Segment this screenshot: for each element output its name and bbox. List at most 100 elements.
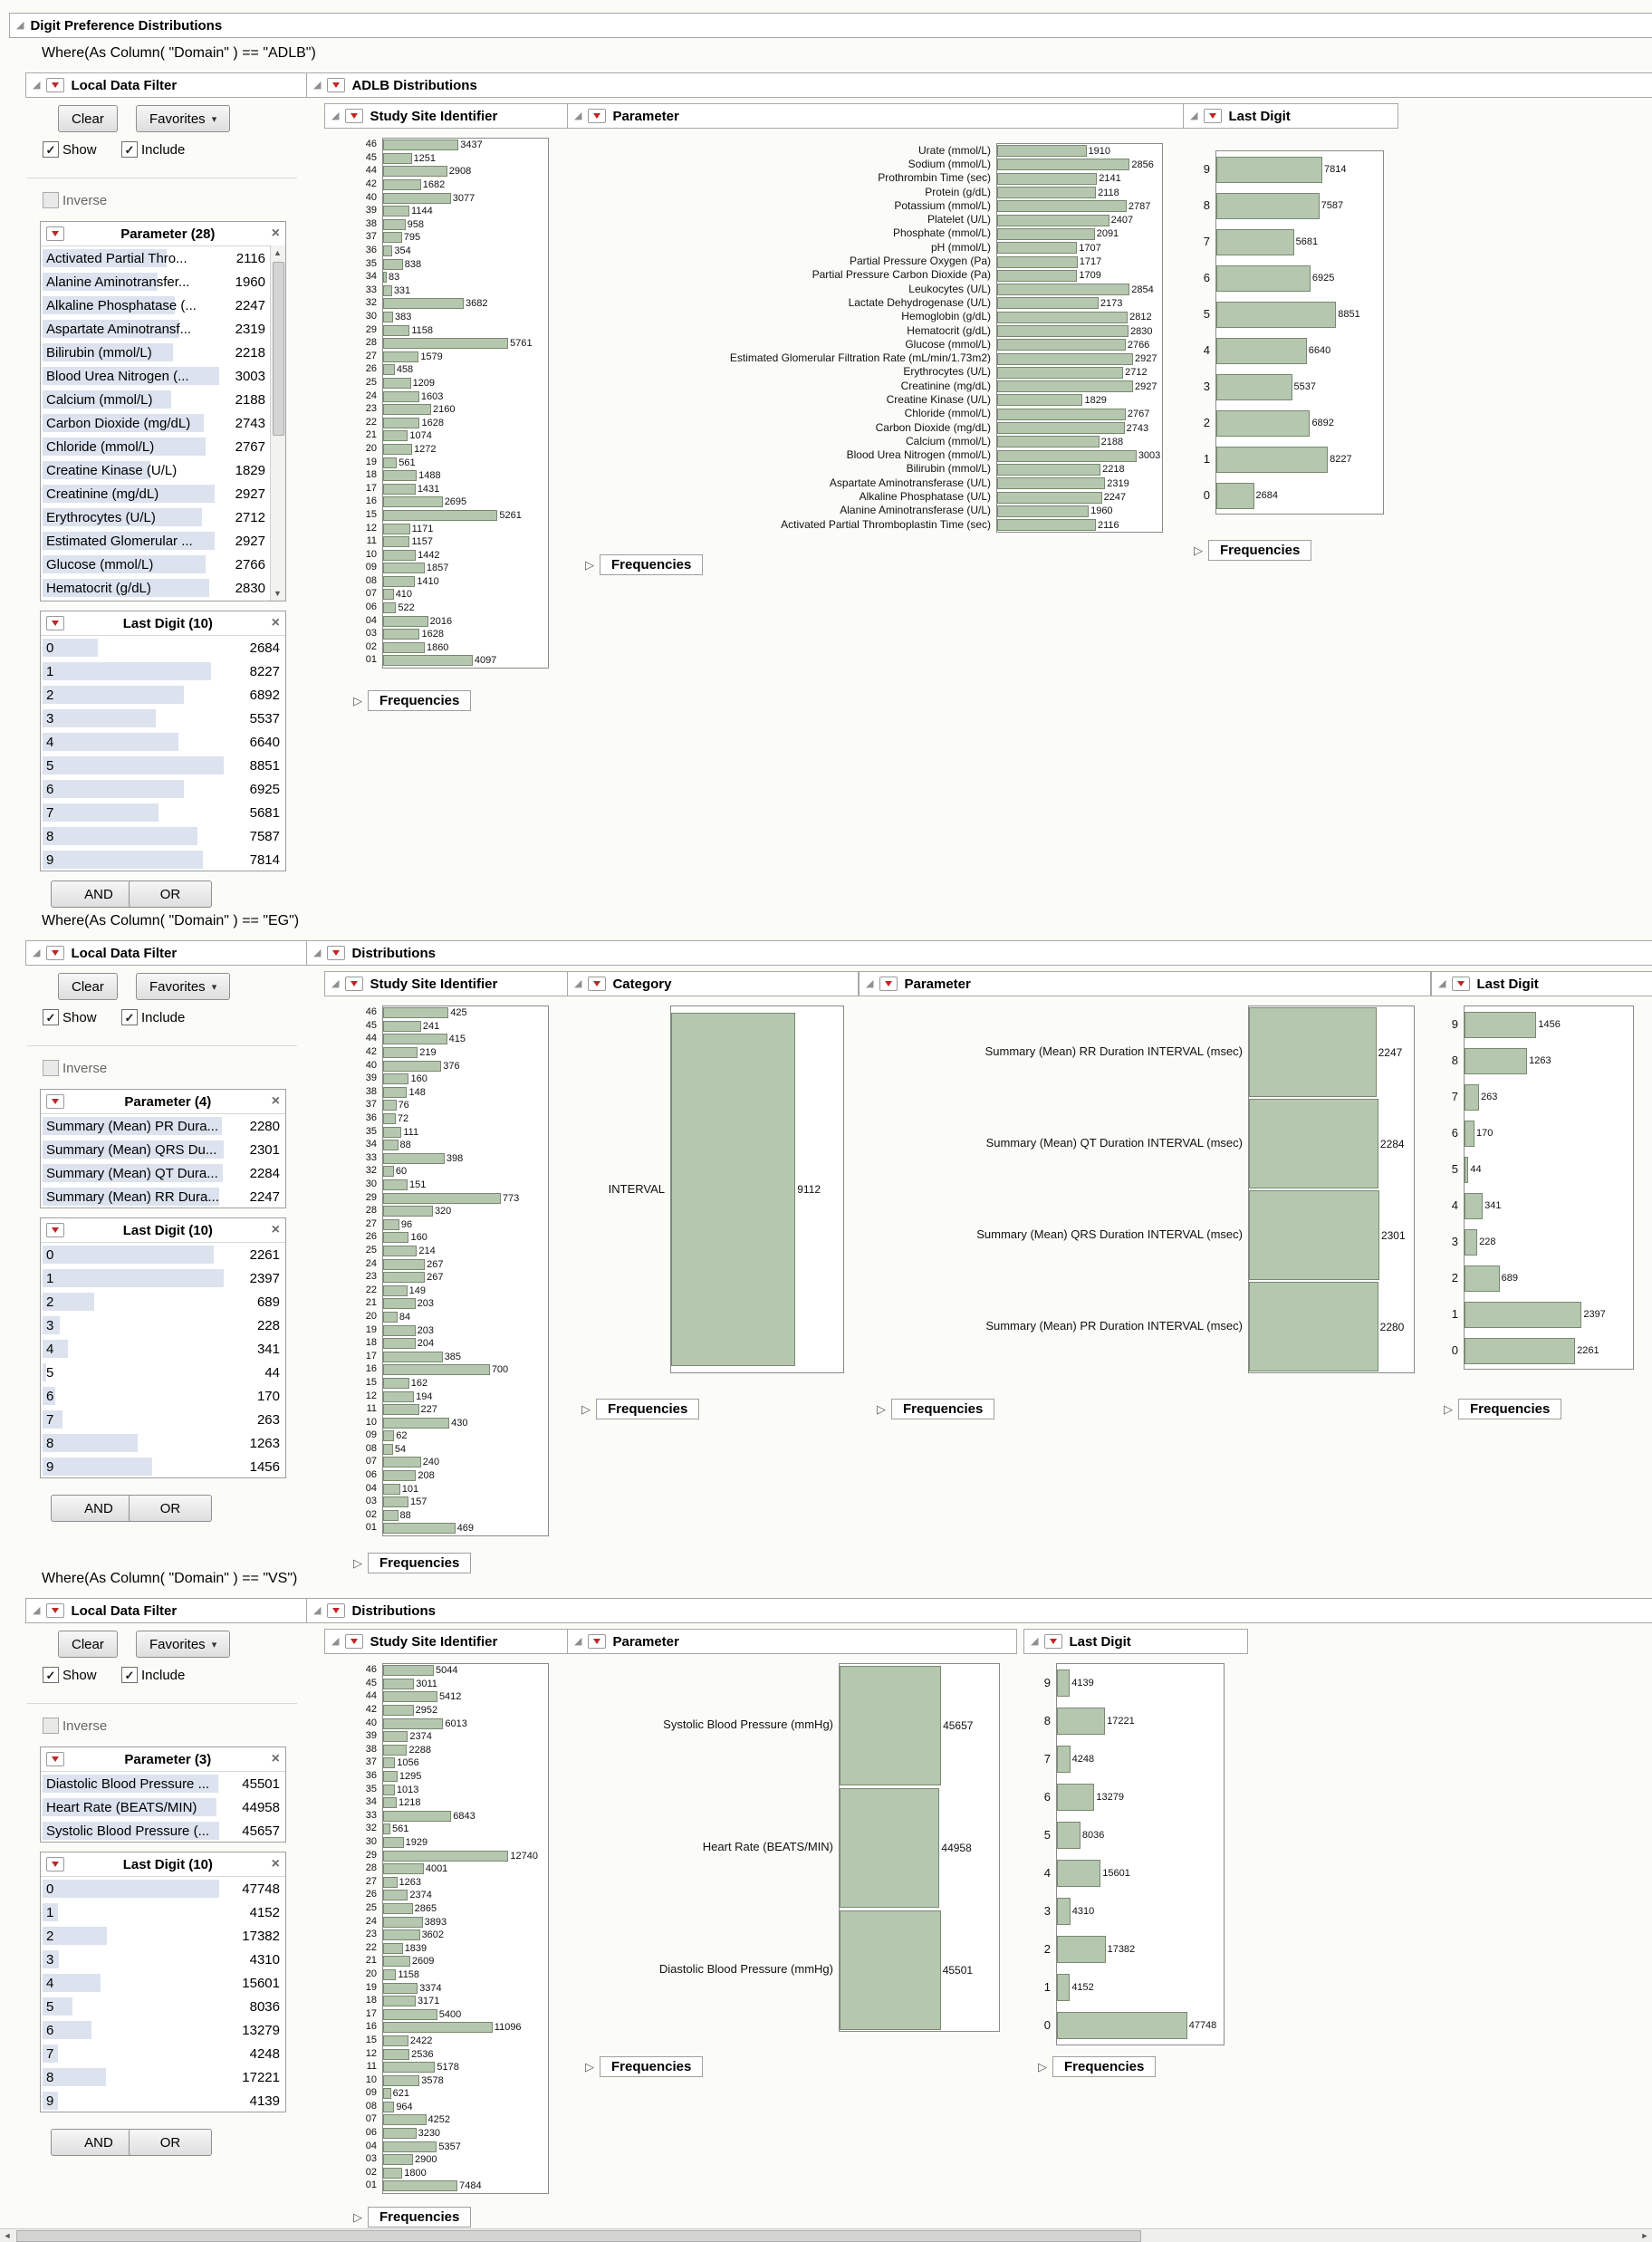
histogram-bar[interactable] — [383, 1338, 416, 1350]
filter-level-row[interactable]: 9 4139 — [41, 2089, 285, 2112]
histogram-bar[interactable] — [383, 1470, 417, 1482]
inverse-checkbox[interactable] — [43, 1060, 59, 1076]
disclosure-open-icon[interactable]: ◢ — [33, 79, 41, 91]
histogram-bar[interactable] — [997, 325, 1129, 337]
filter-level-row[interactable]: 8 7587 — [41, 824, 285, 848]
disclosure-closed-icon[interactable]: ▷ — [581, 1402, 591, 1416]
disclosure-open-icon[interactable]: ◢ — [331, 1635, 340, 1647]
horizontal-scrollbar[interactable]: ◄ ► — [0, 2228, 1652, 2242]
histogram-bar[interactable] — [997, 380, 1133, 393]
disclosure-open-icon[interactable]: ◢ — [574, 110, 582, 121]
histogram-bar[interactable] — [383, 1086, 408, 1098]
histogram-bar[interactable] — [383, 1863, 424, 1875]
histogram-bar[interactable] — [1465, 1192, 1484, 1219]
histogram-bar[interactable] — [383, 655, 473, 667]
histogram-bar[interactable] — [383, 1916, 423, 1928]
scroll-left-icon[interactable]: ◄ — [3, 2231, 12, 2240]
histogram-bar[interactable] — [1249, 1099, 1378, 1188]
red-triangle-menu-icon[interactable] — [46, 1094, 64, 1109]
histogram-bar[interactable] — [1216, 409, 1311, 437]
red-triangle-menu-icon[interactable] — [345, 1634, 364, 1649]
frequencies-outline[interactable]: ▷ Frequencies — [581, 1399, 700, 1419]
histogram-bar[interactable] — [1216, 228, 1294, 255]
histogram-bar[interactable] — [383, 1351, 443, 1362]
filter-level-row[interactable]: 5 44 — [41, 1361, 285, 1384]
red-triangle-menu-icon[interactable] — [1204, 109, 1223, 123]
histogram-bar[interactable] — [383, 338, 509, 350]
filter-level-row[interactable]: Summary (Mean) RR Dura... 2247 — [41, 1185, 285, 1208]
histogram-bar[interactable] — [997, 449, 1137, 462]
scrollbar-thumb[interactable] — [273, 262, 284, 436]
histogram-bar[interactable] — [383, 589, 394, 601]
filter-level-row[interactable]: 0 2261 — [41, 1243, 285, 1266]
histogram-bar[interactable] — [383, 1404, 419, 1416]
histogram-bar[interactable] — [383, 1784, 395, 1795]
red-triangle-menu-icon[interactable] — [1044, 1634, 1063, 1649]
histogram-bar[interactable] — [997, 187, 1097, 199]
frequencies-outline[interactable]: ▷ Frequencies — [353, 690, 472, 711]
histogram-bar[interactable] — [383, 1245, 418, 1256]
frequencies-outline[interactable]: ▷ Frequencies — [877, 1399, 995, 1419]
histogram-bar[interactable] — [997, 284, 1130, 296]
include-checkbox[interactable]: ✓ — [121, 1009, 138, 1025]
histogram-bar[interactable] — [383, 1902, 413, 1914]
filter-level-row[interactable]: Blood Urea Nitrogen (... 3003 — [41, 364, 271, 388]
histogram-bar[interactable] — [383, 351, 419, 362]
histogram-bar[interactable] — [383, 245, 393, 257]
histogram-bar[interactable] — [383, 1968, 397, 1980]
histogram-bar[interactable] — [1216, 156, 1323, 183]
histogram-bar[interactable] — [383, 1140, 399, 1151]
histogram-bar[interactable] — [383, 312, 394, 323]
disclosure-closed-icon[interactable]: ▷ — [353, 2210, 362, 2224]
histogram-bar[interactable] — [383, 430, 408, 442]
disclosure-closed-icon[interactable]: ▷ — [585, 2060, 594, 2074]
disclosure-open-icon[interactable]: ◢ — [16, 19, 24, 31]
histogram-bar[interactable] — [383, 140, 459, 151]
filter-level-row[interactable]: 1 8227 — [41, 659, 285, 683]
histogram-bar[interactable] — [383, 1020, 421, 1032]
filter-level-row[interactable]: 6 13279 — [41, 2018, 285, 2042]
histogram-bar[interactable] — [383, 1457, 421, 1468]
histogram-bar[interactable] — [1057, 1746, 1071, 1773]
close-icon[interactable]: × — [271, 615, 280, 630]
filter-level-row[interactable]: 6 170 — [41, 1384, 285, 1408]
histogram-bar[interactable] — [383, 272, 387, 284]
red-triangle-menu-icon[interactable] — [327, 1603, 346, 1618]
scroll-right-icon[interactable]: ► — [1640, 2231, 1649, 2240]
histogram-bar[interactable] — [383, 1705, 414, 1717]
histogram-bar[interactable] — [383, 298, 465, 310]
or-button[interactable]: OR — [129, 880, 212, 908]
histogram-bar[interactable] — [383, 1797, 398, 1809]
histogram-bar[interactable] — [383, 1377, 409, 1389]
histogram-bar[interactable] — [997, 200, 1127, 213]
red-triangle-menu-icon[interactable] — [46, 78, 65, 92]
filter-level-row[interactable]: 5 8851 — [41, 754, 285, 777]
histogram-bar[interactable] — [383, 1364, 490, 1376]
disclosure-closed-icon[interactable]: ▷ — [353, 1556, 362, 1570]
include-checkbox[interactable]: ✓ — [121, 141, 138, 158]
histogram-bar[interactable] — [383, 1258, 426, 1270]
histogram-bar[interactable] — [383, 2035, 408, 2046]
disclosure-open-icon[interactable]: ◢ — [33, 947, 41, 958]
histogram-bar[interactable] — [383, 2167, 403, 2179]
filter-level-row[interactable]: 8 17221 — [41, 2065, 285, 2089]
red-triangle-menu-icon[interactable] — [1452, 977, 1471, 991]
histogram-bar[interactable] — [997, 145, 1087, 158]
red-triangle-menu-icon[interactable] — [588, 1634, 607, 1649]
red-triangle-menu-icon[interactable] — [345, 977, 364, 991]
histogram-bar[interactable] — [383, 1691, 437, 1703]
filter-level-row[interactable]: Summary (Mean) QT Dura... 2284 — [41, 1161, 285, 1185]
disclosure-open-icon[interactable]: ◢ — [313, 79, 322, 91]
filter-level-row[interactable]: Erythrocytes (U/L) 2712 — [41, 505, 271, 529]
or-button[interactable]: OR — [129, 2129, 212, 2156]
histogram-bar[interactable] — [383, 2022, 493, 2034]
frequencies-outline[interactable]: ▷ Frequencies — [585, 554, 704, 575]
histogram-bar[interactable] — [383, 2074, 420, 2086]
filter-level-row[interactable]: 3 5537 — [41, 707, 285, 730]
close-icon[interactable]: × — [271, 1093, 280, 1109]
scroll-up-icon[interactable]: ▲ — [274, 248, 282, 257]
histogram-bar[interactable] — [383, 2114, 427, 2126]
histogram-bar[interactable] — [840, 1787, 940, 1908]
histogram-bar[interactable] — [383, 2062, 436, 2074]
histogram-bar[interactable] — [383, 1232, 409, 1244]
